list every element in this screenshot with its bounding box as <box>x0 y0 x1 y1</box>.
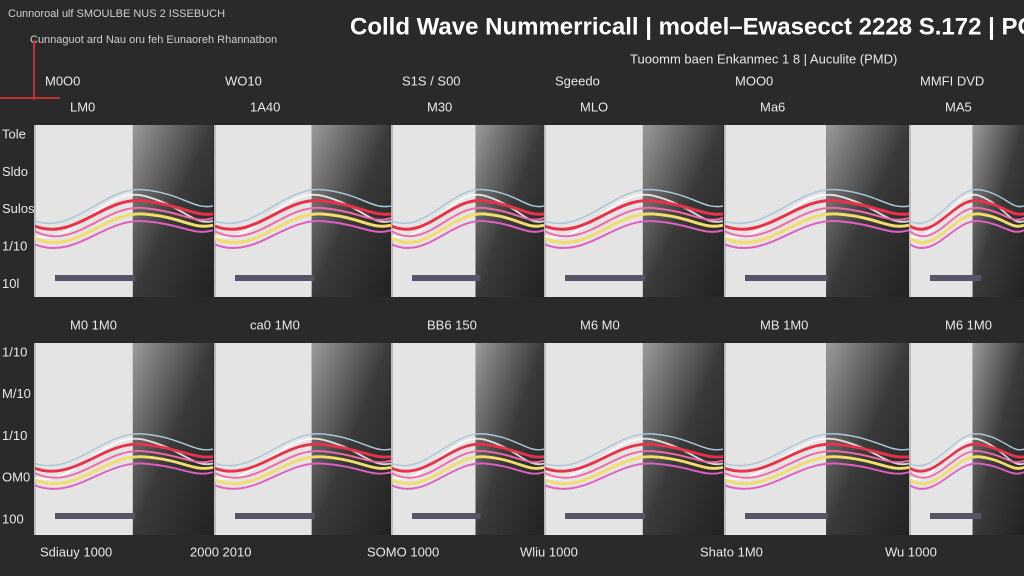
footer-label: Sdiauy 1000 <box>40 544 112 559</box>
panel-dark <box>826 343 909 535</box>
panel-light <box>215 343 312 535</box>
panel-dark <box>475 343 544 535</box>
top-label: MMFI DVD <box>920 73 984 88</box>
panel-light <box>725 343 827 535</box>
y-label: 1/10 <box>2 344 27 359</box>
footer-label: SOMO 1000 <box>367 544 439 559</box>
panel-dark <box>132 125 213 297</box>
y-label: 1/10 <box>2 239 27 254</box>
panel-header: MB 1M0 <box>760 317 808 332</box>
top-label: M0O0 <box>45 73 80 88</box>
panel-dark <box>642 343 723 535</box>
panel-header: LM0 <box>70 99 95 114</box>
panel-footer-bar <box>745 513 828 519</box>
panel-footer-bar <box>930 275 982 281</box>
panel-header: BB6 150 <box>427 317 477 332</box>
panel-header: 1A40 <box>250 99 280 114</box>
top-label: S1S / S00 <box>402 73 461 88</box>
subtitle: Tuoomm baen Enkanmec 1 8 | Auculite (PMD… <box>630 51 897 66</box>
panel-header: M0 1M0 <box>70 317 117 332</box>
y-label: OM0 <box>2 470 30 485</box>
panel-header: M30 <box>427 99 452 114</box>
panel-light <box>35 343 133 535</box>
panel-light <box>910 343 973 535</box>
panel-dark <box>311 343 391 535</box>
top-label: WO10 <box>225 73 262 88</box>
panel-header: Ma6 <box>760 99 785 114</box>
panels: M0O0 WO10 S1S / S00 Sgeedo MOO0 MMFI DVD LM0 1A… <box>2 73 1024 559</box>
panel-footer-bar <box>565 275 646 281</box>
panel-dark <box>475 125 544 297</box>
panel-dark <box>972 125 1024 297</box>
y-label: Tole <box>2 126 26 141</box>
panel-footer-bar <box>930 513 982 519</box>
y-label: 100 <box>2 511 24 526</box>
panel-header: MA5 <box>945 99 972 114</box>
footer-label: 2000 2010 <box>190 544 251 559</box>
panel-dark <box>972 343 1024 535</box>
footer-label: Wliu 1000 <box>520 544 578 559</box>
panel-footer-bar <box>412 275 481 281</box>
panel-footer-bar <box>55 513 136 519</box>
panel-footer-bar <box>55 275 136 281</box>
panel-light <box>545 343 643 535</box>
panel-header: ca0 1M0 <box>250 317 300 332</box>
y-label: 1/10 <box>2 428 27 443</box>
footer-label: Wu 1000 <box>885 544 937 559</box>
panel-footer-bar <box>565 513 646 519</box>
panel-footer-bar <box>235 513 315 519</box>
y-label: Sulos <box>2 201 35 216</box>
note: Cunnaguot ard Nau oru feh Eunaoreh Rhann… <box>30 34 277 46</box>
caption: Cunnoroal ulf SMOULBE NUS 2 ISSEBUCH <box>8 8 225 20</box>
top-label: Sgeedo <box>555 73 600 88</box>
title: Colld Wave Nummerricall | model–Ewasecct… <box>350 13 1024 40</box>
y-label: Sldo <box>2 164 28 179</box>
panel-dark <box>132 343 213 535</box>
panel-header: M6 1M0 <box>945 317 992 332</box>
y-label: 10l <box>2 276 19 291</box>
panel-footer-bar <box>745 275 828 281</box>
top-label: MOO0 <box>735 73 773 88</box>
panel-dark <box>311 125 391 297</box>
footer-label: Shato 1M0 <box>700 544 763 559</box>
panel-footer-bar <box>412 513 481 519</box>
panel-dark <box>642 125 723 297</box>
panel-footer-bar <box>235 275 315 281</box>
panel-light <box>392 343 476 535</box>
panel-header: MLO <box>580 99 608 114</box>
y-label: M/10 <box>2 386 31 401</box>
panel-dark <box>826 125 909 297</box>
panel-header: M6 M0 <box>580 317 620 332</box>
